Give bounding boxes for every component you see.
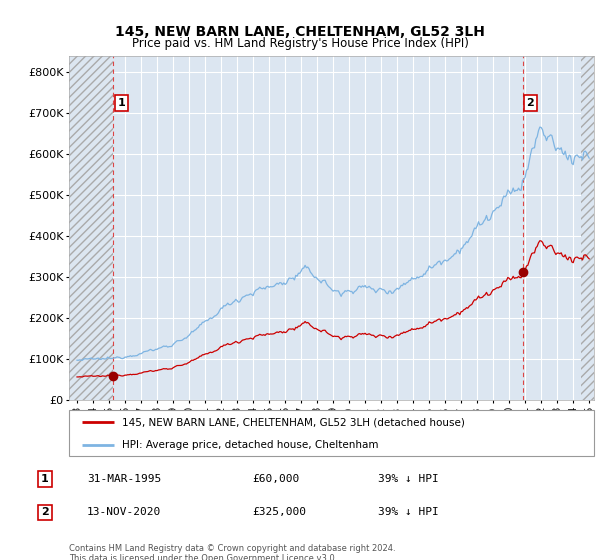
Text: 145, NEW BARN LANE, CHELTENHAM, GL52 3LH: 145, NEW BARN LANE, CHELTENHAM, GL52 3LH (115, 25, 485, 39)
Text: 39% ↓ HPI: 39% ↓ HPI (378, 507, 439, 517)
Text: 13-NOV-2020: 13-NOV-2020 (87, 507, 161, 517)
Text: Contains HM Land Registry data © Crown copyright and database right 2024.: Contains HM Land Registry data © Crown c… (69, 544, 395, 553)
Text: £60,000: £60,000 (252, 474, 299, 484)
Text: Price paid vs. HM Land Registry's House Price Index (HPI): Price paid vs. HM Land Registry's House … (131, 37, 469, 50)
Text: 31-MAR-1995: 31-MAR-1995 (87, 474, 161, 484)
Text: 2: 2 (41, 507, 49, 517)
Text: 39% ↓ HPI: 39% ↓ HPI (378, 474, 439, 484)
Text: £325,000: £325,000 (252, 507, 306, 517)
Text: 145, NEW BARN LANE, CHELTENHAM, GL52 3LH (detached house): 145, NEW BARN LANE, CHELTENHAM, GL52 3LH… (121, 417, 464, 427)
Text: This data is licensed under the Open Government Licence v3.0.: This data is licensed under the Open Gov… (69, 554, 337, 560)
Text: 1: 1 (118, 98, 125, 108)
Text: 1: 1 (41, 474, 49, 484)
Text: HPI: Average price, detached house, Cheltenham: HPI: Average price, detached house, Chel… (121, 440, 378, 450)
FancyBboxPatch shape (69, 410, 594, 456)
Text: 2: 2 (526, 98, 534, 108)
